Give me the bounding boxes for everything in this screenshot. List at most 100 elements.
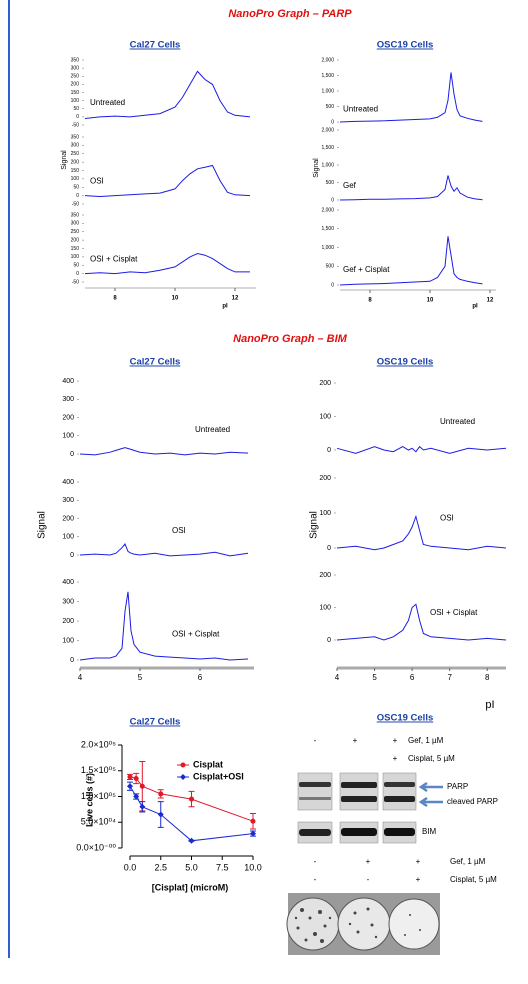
y-tick-label: 300 xyxy=(71,143,80,149)
well xyxy=(388,898,440,950)
marker xyxy=(189,796,194,802)
band xyxy=(299,797,331,800)
panel-title: Cal27 Cells xyxy=(130,717,181,728)
x-tick-label: 12 xyxy=(232,296,239,302)
treatment-mark: + xyxy=(366,857,371,866)
trace-label: Untreated xyxy=(343,105,378,114)
x-tick-label: 5 xyxy=(372,673,377,682)
legend-label: Cisplat xyxy=(193,759,223,769)
treatment-mark: + xyxy=(353,736,358,745)
y-tick-label: 0 xyxy=(331,282,334,288)
y-tick-label: 400 xyxy=(62,378,74,385)
y-tick-label: 1.0×10⁰⁵ xyxy=(81,791,116,801)
trace xyxy=(336,445,507,454)
y-tick-label: 0 xyxy=(70,451,74,458)
x-tick-label: 10 xyxy=(172,296,179,302)
x-tick-label: 8 xyxy=(113,296,117,302)
y-tick-label: 300 xyxy=(62,396,74,403)
y-tick-label: 100 xyxy=(71,176,80,182)
y-tick-label: 1,500 xyxy=(321,145,334,151)
marker xyxy=(250,818,256,824)
treatment-mark: - xyxy=(314,875,317,884)
blot-parp xyxy=(297,772,417,811)
band-label: PARP xyxy=(447,782,468,791)
y-axis-label: Signal xyxy=(61,150,68,170)
band-label: BIM xyxy=(422,827,437,836)
marker xyxy=(188,837,195,844)
treatment-mark: - xyxy=(314,736,317,745)
y-tick-label: 2.0×10⁰⁵ xyxy=(81,739,116,749)
panel-title: OSC19 Cells xyxy=(377,40,434,51)
y-tick-label: 2,000 xyxy=(321,127,334,133)
blot-bim xyxy=(297,821,417,844)
trace xyxy=(339,175,483,201)
y-tick-label: 1,000 xyxy=(321,245,334,251)
trace xyxy=(336,514,507,551)
y-tick-label: 1,500 xyxy=(321,226,334,232)
marker xyxy=(157,811,164,818)
blot-lane xyxy=(297,772,333,811)
panel-title: Cal27 Cells xyxy=(130,40,181,51)
y-tick-label: 150 xyxy=(71,168,80,174)
y-axis-label: Live cells (#) xyxy=(84,773,94,827)
y-tick-label: 400 xyxy=(62,579,74,586)
band-label: cleaved PARP xyxy=(447,797,498,806)
well xyxy=(286,897,340,951)
trace-label: OSI xyxy=(172,526,186,535)
y-axis-label: Signal xyxy=(37,511,48,539)
y-tick-label: 1,500 xyxy=(321,73,334,79)
y-axis-label: Signal xyxy=(313,158,320,178)
y-tick-label: 200 xyxy=(319,572,331,579)
marker xyxy=(139,783,145,789)
treatment-mark: - xyxy=(367,875,370,884)
y-tick-label: 1,000 xyxy=(321,162,334,168)
y-tick-label: 150 xyxy=(71,246,80,252)
treatment-mark: - xyxy=(314,857,317,866)
y-tick-label: 100 xyxy=(62,637,74,644)
panel-title: Cal27 Cells xyxy=(130,357,181,368)
trace-label: OSI + Cisplat xyxy=(172,629,220,638)
legend-label: Cisplat+OSI xyxy=(193,771,244,781)
trace-label: Gef xyxy=(343,181,357,190)
legend-marker xyxy=(180,774,186,780)
trace-label: OSI + Cisplat xyxy=(90,254,138,263)
blot-lane xyxy=(339,772,379,811)
y-tick-label: 350 xyxy=(71,57,80,63)
trace-label: Untreated xyxy=(440,417,475,426)
y-tick-label: 0 xyxy=(331,197,334,203)
trace-label: Untreated xyxy=(195,425,230,434)
trace-label: Gef + Cisplat xyxy=(343,265,390,274)
x-tick-label: 4 xyxy=(335,673,340,682)
trace xyxy=(339,236,483,286)
treatment-label: Cisplat, 5 µM xyxy=(450,875,497,884)
band xyxy=(341,782,377,788)
y-tick-label: 0 xyxy=(327,637,331,644)
x-tick-label: 6 xyxy=(410,673,415,682)
band xyxy=(384,828,415,836)
y-tick-label: 5.0×10⁰⁴ xyxy=(81,817,116,827)
section-title: NanoPro Graph – PARP xyxy=(228,8,352,20)
panel-title: OSC19 Cells xyxy=(377,713,434,724)
x-tick-label: 8 xyxy=(368,298,372,304)
x-tick-label: 6 xyxy=(198,673,203,682)
y-tick-label: 2,000 xyxy=(321,207,334,213)
marker xyxy=(139,803,146,810)
x-tick-label: 7.5 xyxy=(216,862,229,872)
y-tick-label: 200 xyxy=(71,82,80,88)
y-tick-label: 300 xyxy=(62,497,74,504)
y-tick-label: 100 xyxy=(319,604,331,611)
treatment-mark: + xyxy=(416,875,421,884)
y-tick-label: 0 xyxy=(70,657,74,664)
y-tick-label: 500 xyxy=(326,264,335,270)
trace xyxy=(84,70,251,119)
y-tick-label: 0 xyxy=(327,545,331,552)
y-tick-label: 100 xyxy=(319,510,331,517)
y-tick-label: 0 xyxy=(76,271,79,277)
y-tick-label: 0 xyxy=(331,119,334,125)
y-tick-label: 100 xyxy=(71,98,80,104)
y-tick-label: 1.5×10⁰⁵ xyxy=(81,765,116,775)
y-tick-label: 100 xyxy=(62,534,74,541)
y-tick-label: 50 xyxy=(73,106,79,112)
y-tick-label: 300 xyxy=(71,65,80,71)
